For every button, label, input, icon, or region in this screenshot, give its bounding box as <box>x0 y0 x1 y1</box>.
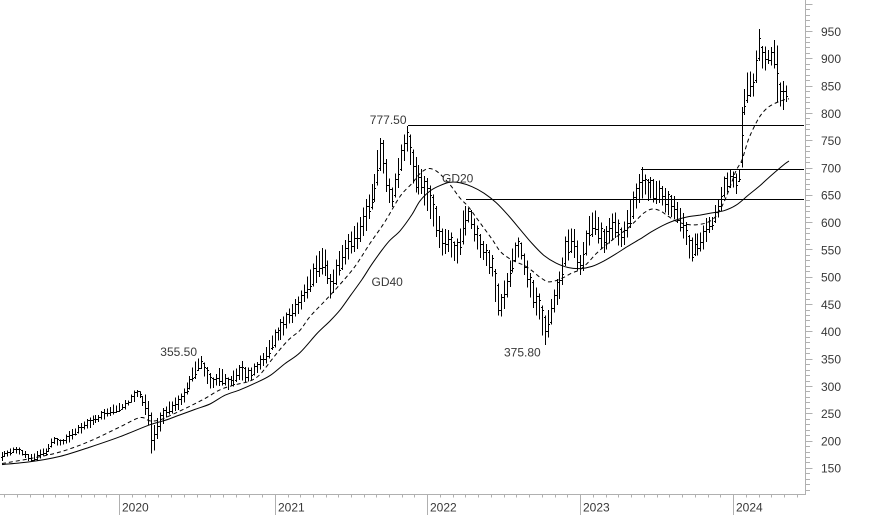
svg-text:2023: 2023 <box>583 501 610 515</box>
svg-text:2021: 2021 <box>278 501 305 515</box>
svg-text:750: 750 <box>821 134 841 148</box>
svg-text:250: 250 <box>821 407 841 421</box>
svg-text:777.50: 777.50 <box>370 113 407 127</box>
svg-text:2024: 2024 <box>736 501 763 515</box>
svg-text:650: 650 <box>821 189 841 203</box>
svg-text:850: 850 <box>821 80 841 94</box>
svg-text:GD20: GD20 <box>442 172 474 186</box>
svg-text:GD40: GD40 <box>372 275 404 289</box>
svg-text:355.50: 355.50 <box>160 345 197 359</box>
svg-text:2022: 2022 <box>430 501 457 515</box>
svg-text:300: 300 <box>821 380 841 394</box>
svg-text:400: 400 <box>821 325 841 339</box>
svg-text:375.80: 375.80 <box>504 346 541 360</box>
svg-text:2020: 2020 <box>122 501 149 515</box>
svg-text:500: 500 <box>821 271 841 285</box>
svg-text:350: 350 <box>821 353 841 367</box>
svg-text:200: 200 <box>821 434 841 448</box>
svg-text:700: 700 <box>821 161 841 175</box>
svg-text:450: 450 <box>821 298 841 312</box>
svg-text:950: 950 <box>821 25 841 39</box>
svg-text:600: 600 <box>821 216 841 230</box>
svg-text:800: 800 <box>821 107 841 121</box>
svg-text:550: 550 <box>821 243 841 257</box>
svg-text:900: 900 <box>821 52 841 66</box>
svg-text:150: 150 <box>821 462 841 476</box>
